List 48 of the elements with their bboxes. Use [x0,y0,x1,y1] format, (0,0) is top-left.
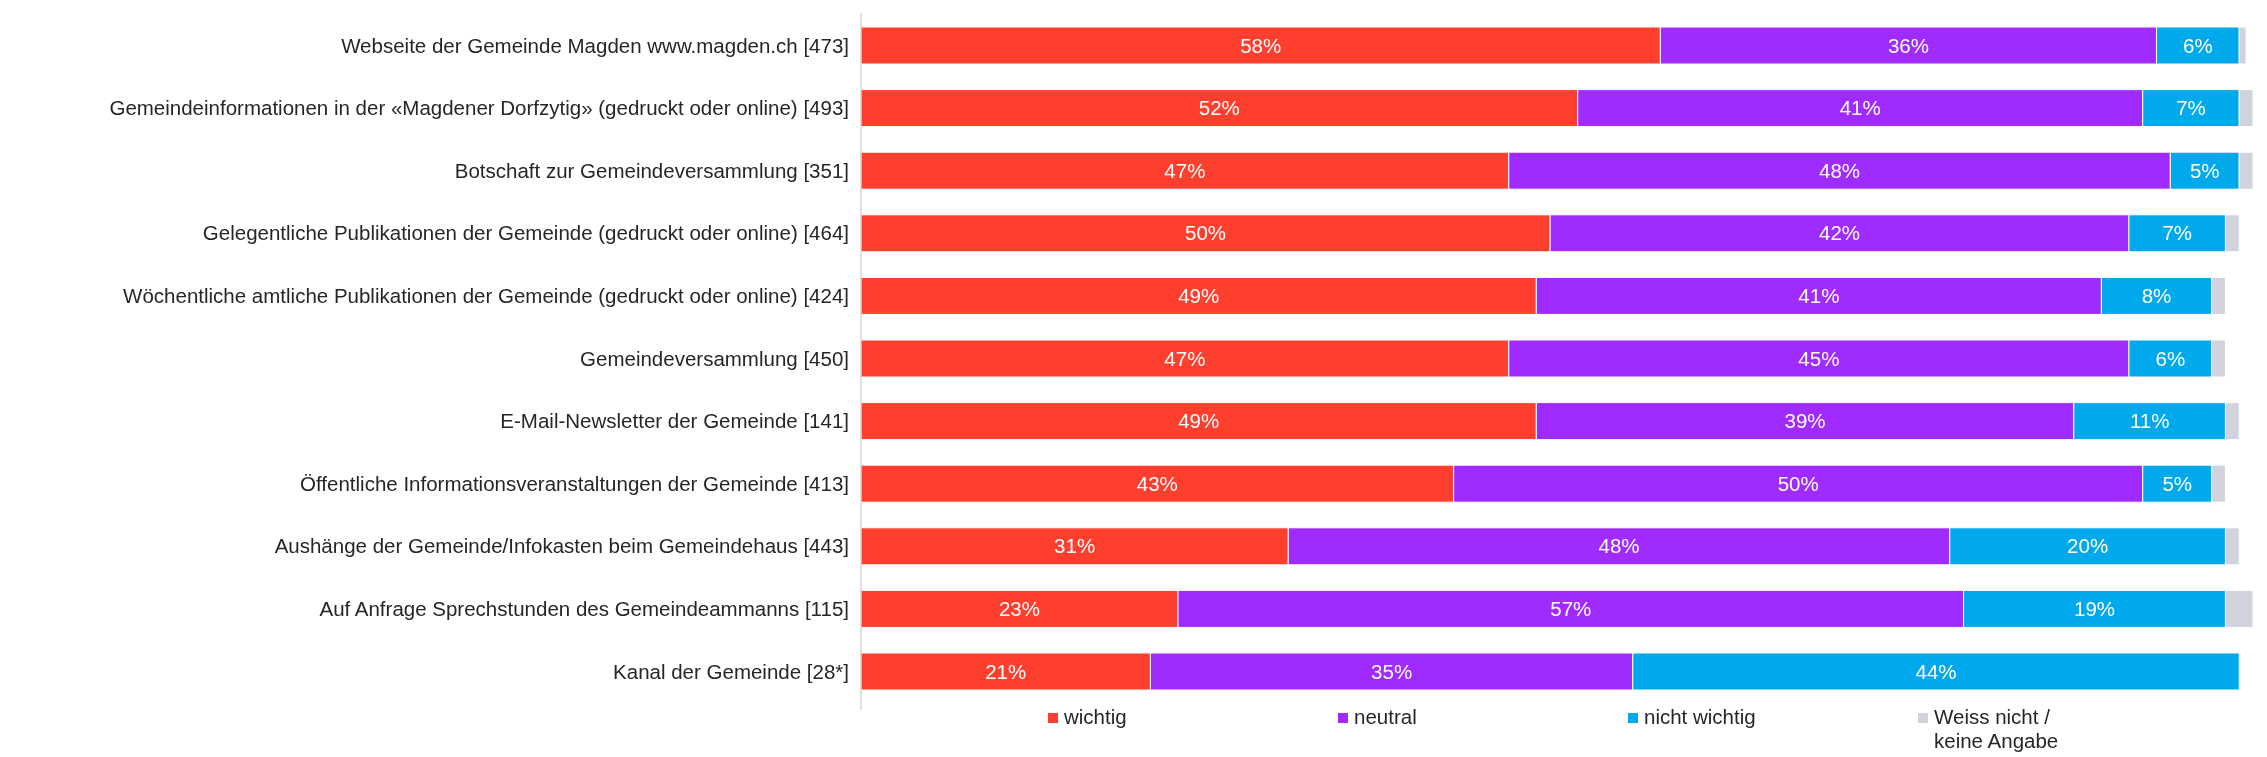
data-label: 47% [1164,158,1206,182]
y-tick-label: Aushänge der Gemeinde/Infokasten beim Gemeindehaus [443] [274,534,849,558]
data-label: 43% [1136,471,1178,495]
y-tick-label: Öffentliche Informationsveranstaltungen der Gemeinde [413] [300,471,849,495]
legend-label: nicht wichtig [1644,705,1756,728]
data-label: 52% [1198,96,1240,120]
data-label: 36% [1887,33,1929,57]
y-tick-label: E-Mail-Newsletter der Gemeinde [141] [500,409,849,433]
data-label: 31% [1054,534,1096,558]
data-label: 35% [1371,659,1413,683]
data-label: 7% [2162,221,2193,245]
data-label: 39% [1784,409,1826,433]
y-tick-label: Gemeindeversammlung [450] [580,346,849,370]
data-label: 49% [1178,283,1220,307]
legend-label: Weiss nicht / keine Angabe [1934,705,2059,752]
data-label: 21% [985,659,1027,683]
data-label: 48% [1598,534,1640,558]
data-label: 8% [2141,283,2172,307]
legend-label: neutral [1354,705,1417,728]
y-tick-label: Webseite der Gemeinde Magden www.magden.ch [473] [341,33,849,57]
data-label: 57% [1550,596,1592,620]
data-label: 7% [2176,96,2206,120]
y-tick-label: Wöchentliche amtliche Publikationen der Gemeinde (gedruckt oder online) [424] [123,283,849,307]
data-label: 50% [1185,221,1227,245]
data-label: 5% [2189,158,2220,182]
data-label: 44% [1915,659,1957,683]
data-label: 48% [1819,158,1861,182]
data-label: 11% [2129,409,2170,433]
data-label: 45% [1798,346,1840,370]
data-label: 41% [1839,96,1881,120]
y-tick-label: Botschaft zur Gemeindeversammlung [351] [454,158,849,182]
data-label: 47% [1164,346,1206,370]
data-label: 49% [1178,409,1220,433]
data-label: 42% [1819,221,1861,245]
data-label: 20% [2067,534,2109,558]
y-tick-label: Gemeindeinformationen in der «Magdener Dorfzytig» (gedruckt oder online) [493] [109,96,849,120]
legend-label: wichtig [1063,705,1127,728]
y-tick-label: Auf Anfrage Sprechstunden des Gemeindeammanns [115] [319,596,849,620]
y-tick-label: Kanal der Gemeinde [28*] [613,659,849,683]
data-label: 50% [1777,471,1819,495]
data-label: 6% [2155,346,2186,370]
y-tick-label: Gelegentliche Publikationen der Gemeinde (gedruckt oder online) [464] [202,221,849,245]
data-label: 5% [2162,471,2193,495]
data-label: 19% [2073,596,2116,620]
data-label: 58% [1240,33,1282,57]
data-label: 23% [998,596,1041,620]
data-label: 6% [2183,33,2213,57]
data-label: 41% [1798,283,1840,307]
